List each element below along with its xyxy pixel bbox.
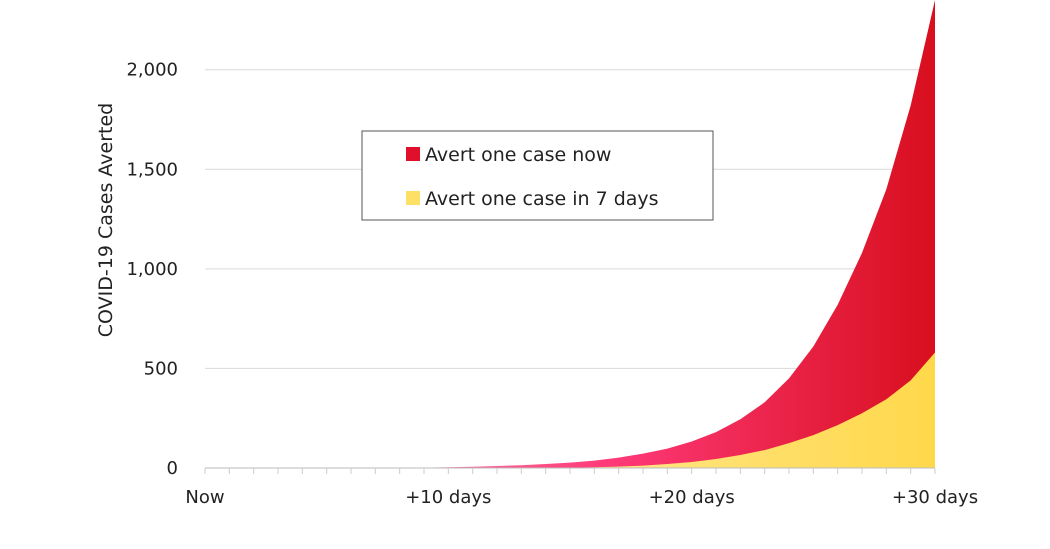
legend-box bbox=[361, 130, 714, 221]
area-avert-7-days bbox=[205, 352, 935, 468]
y-tick-label: 1,500 bbox=[126, 159, 178, 180]
y-tick-label: 2,000 bbox=[126, 60, 178, 81]
x-tick-label: +30 days bbox=[892, 487, 978, 508]
legend-label-later: Avert one case in 7 days bbox=[425, 188, 659, 210]
legend: Avert one case now Avert one case in 7 d… bbox=[361, 130, 714, 221]
data-areas bbox=[205, 0, 935, 468]
x-tick-label: Now bbox=[185, 487, 224, 508]
y-tick-label: 500 bbox=[144, 358, 178, 379]
legend-swatch-later bbox=[406, 191, 420, 205]
y-tick-label: 0 bbox=[167, 458, 178, 479]
x-tick-label: +20 days bbox=[649, 487, 735, 508]
y-axis-title: COVID-19 Cases Averted bbox=[95, 103, 117, 337]
y-axis: 0 500 1,000 1,500 2,000 bbox=[126, 60, 178, 479]
legend-swatch-now bbox=[406, 147, 420, 161]
legend-label-now: Avert one case now bbox=[425, 144, 611, 166]
x-axis: Now +10 days +20 days +30 days bbox=[185, 467, 978, 508]
y-tick-label: 1,000 bbox=[126, 259, 178, 280]
x-tick-label: +10 days bbox=[405, 487, 491, 508]
